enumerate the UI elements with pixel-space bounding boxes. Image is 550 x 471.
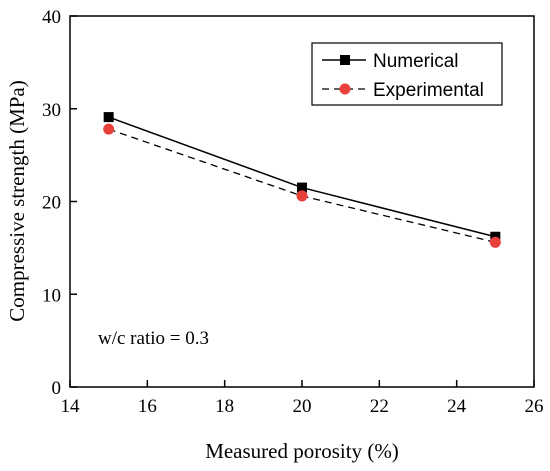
- legend-box: [311, 42, 503, 106]
- legend-marker-experimental: [339, 83, 351, 95]
- y-tick-label: 0: [52, 378, 62, 399]
- data-point-experimental: [103, 123, 115, 135]
- data-point-experimental: [296, 190, 308, 202]
- y-tick-label: 30: [42, 100, 61, 121]
- x-tick-label: 20: [293, 396, 312, 417]
- series-layer: [103, 112, 501, 248]
- x-tick-label: 24: [447, 396, 467, 417]
- series-line-numerical: [108, 116, 496, 238]
- data-point-numerical: [297, 182, 307, 193]
- x-tick-label: 16: [138, 396, 157, 417]
- x-tick-label: 18: [215, 396, 234, 417]
- x-axis-title: Measured porosity (%): [205, 439, 399, 463]
- x-tick-label: 26: [525, 396, 544, 417]
- legend-label-numerical: Numerical: [373, 51, 459, 72]
- data-point-experimental: [489, 236, 501, 248]
- annotation-text: w/c ratio = 0.3: [98, 328, 209, 349]
- y-tick-label: 40: [42, 7, 61, 28]
- x-tick-label: 22: [370, 396, 389, 417]
- y-axis-ticks: 0 10 20 30 40: [42, 7, 77, 399]
- x-tick-label: 14: [61, 396, 81, 417]
- legend: Numerical Experimental: [311, 42, 503, 106]
- data-point-numerical: [490, 231, 501, 242]
- y-tick-label: 10: [42, 285, 61, 306]
- y-axis-title: Compressive strength (MPa): [5, 80, 29, 321]
- legend-label-experimental: Experimental: [373, 80, 484, 101]
- data-point-numerical: [103, 112, 114, 123]
- y-tick-label: 20: [42, 193, 61, 214]
- x-axis-ticks: 14 16 18 20 22 24 26: [61, 380, 544, 417]
- legend-marker-numerical: [340, 55, 350, 65]
